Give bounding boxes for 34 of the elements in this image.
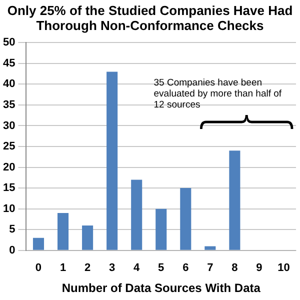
bar — [58, 212, 69, 250]
y-tick-label: 10 — [2, 202, 16, 215]
x-tick-label: 0 — [35, 262, 42, 274]
bar — [106, 72, 118, 250]
y-tick-label: 35 — [2, 98, 16, 111]
y-tick-label: 45 — [2, 57, 16, 70]
x-tick-label: 2 — [84, 262, 91, 274]
y-tick-label: 40 — [2, 78, 16, 90]
x-tick-label: 7 — [207, 262, 214, 274]
bar — [32, 238, 44, 250]
y-tick-label: 30 — [2, 120, 16, 132]
bar — [229, 150, 240, 250]
y-tick-label: 15 — [2, 182, 16, 194]
chart-title: Only 25% of the Studied Companies Have Had Thorough Non-Conformance Checks — [6, 2, 294, 33]
x-tick-label: 9 — [256, 262, 262, 274]
y-tick-label: 25 — [2, 140, 16, 153]
x-tick-label: 4 — [134, 262, 141, 274]
x-tick-label: 1 — [60, 262, 66, 274]
x-axis-title: Number of Data Sources With Data — [62, 281, 261, 296]
bar — [156, 208, 167, 250]
y-tick-label: 0 — [9, 244, 16, 256]
y-tick-label: 20 — [2, 161, 16, 174]
bar — [82, 225, 94, 250]
x-tick-label: 8 — [232, 262, 238, 274]
x-tick-label: 3 — [109, 262, 116, 274]
bar — [204, 246, 216, 250]
x-tick-label: 5 — [158, 262, 164, 274]
y-tick-label: 5 — [9, 224, 16, 236]
bar — [180, 188, 192, 250]
x-tick-label: 10 — [278, 262, 290, 274]
x-tick-label: 6 — [182, 262, 189, 274]
bar — [131, 180, 142, 250]
annotation: 35 Companies have been evaluated by more than half of 12 sources — [154, 77, 282, 110]
y-tick-label: 50 — [2, 36, 16, 49]
